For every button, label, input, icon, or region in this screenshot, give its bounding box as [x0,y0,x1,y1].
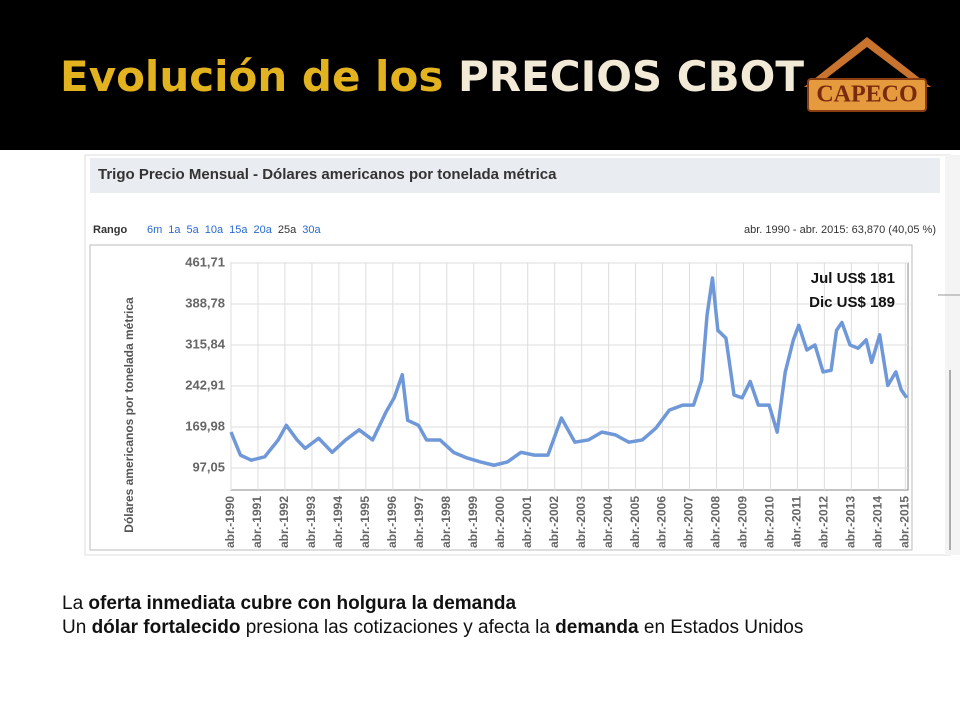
range-option[interactable]: 15a [229,224,248,236]
range-option[interactable]: 5a [187,224,200,236]
y-tick-label: 388,78 [185,295,225,310]
x-tick-label: abr.-1996 [385,496,399,548]
text-segment: demanda [555,617,639,638]
annotation: Jul US$ 181 [811,270,895,287]
paragraph: Un dólar fortalecido presiona las cotiza… [62,616,922,640]
range-option[interactable]: 10a [205,224,224,236]
x-tick-label: abr.-1990 [223,496,237,548]
x-tick-label: abr.-2003 [574,496,588,548]
logo-text: CAPECO [816,82,917,108]
x-tick-label: abr.-1995 [358,496,372,548]
y-axis-label: Dólares americanos por tonelada métrica [122,297,136,533]
x-tick-label: abr.-1998 [439,496,453,548]
x-tick-label: abr.-1991 [250,496,264,548]
x-tick-label: abr.-1999 [466,496,480,548]
title-part: Evolución de los [60,52,444,101]
y-tick-label: 169,98 [185,418,225,433]
x-tick-label: abr.-2011 [790,496,804,548]
slide-title: Evolución de los PRECIOS CBOT [60,52,804,101]
x-tick-label: abr.-2015 [897,496,911,548]
x-tick-label: abr.-2001 [520,496,534,548]
x-tick-label: abr.-2004 [601,496,615,548]
x-tick-label: abr.-2002 [547,496,561,548]
x-tick-label: abr.-2010 [763,496,777,548]
annotation: Dic US$ 189 [809,294,895,311]
header: Evolución de los PRECIOS CBOT CAPECO [0,0,960,150]
logo: CAPECO [804,37,931,112]
x-tick-label: abr.-1993 [304,496,318,548]
x-tick-label: abr.-2000 [493,496,507,548]
text-segment: dólar fortalecido [91,617,241,638]
x-tick-label: abr.-2009 [736,496,750,548]
title-part: PRECIOS CBOT [457,52,804,101]
range-option[interactable]: 30a [302,224,321,236]
range-option[interactable]: 1a [168,224,181,236]
x-tick-label: abr.-1992 [277,496,291,548]
body-text: La oferta inmediata cubre con holgura la… [62,592,922,640]
x-tick-label: abr.-2005 [628,496,642,548]
y-tick-label: 315,84 [185,336,226,351]
range-option[interactable]: 25a [278,224,297,236]
chart-title: Trigo Precio Mensual - Dólares americano… [98,166,557,183]
y-tick-label: 242,91 [185,377,225,392]
logo-box [807,78,927,112]
text-segment: La [62,593,89,614]
cropped-edge [945,155,960,555]
text-segment: Un [62,617,92,638]
text-segment: presiona las cotizaciones y afecta la [240,617,556,638]
chart-header [90,158,940,193]
y-tick-label: 461,71 [185,254,225,269]
chart: Trigo Precio Mensual - Dólares americano… [84,154,960,556]
x-tick-label: abr.-2006 [655,496,669,548]
price-line [229,276,909,468]
x-tick-label: abr.-1997 [412,496,426,548]
range-option[interactable]: 6m [147,224,162,236]
range-option[interactable]: 20a [254,224,273,236]
y-tick-label: 97,05 [192,459,225,474]
x-tick-label: abr.-2012 [817,496,831,548]
x-tick-label: abr.-2008 [709,496,723,548]
x-tick-label: abr.-2007 [682,496,696,548]
paragraph: La oferta inmediata cubre con holgura la… [62,592,922,616]
text-segment: oferta inmediata cubre con holgura la de… [88,593,517,614]
x-tick-label: abr.-2014 [871,496,885,548]
text-segment: en Estados Unidos [638,617,804,638]
summary: abr. 1990 - abr. 2015: 63,870 (40,05 %) [744,224,936,236]
x-tick-label: abr.-2013 [844,496,858,548]
plot-area [230,262,909,491]
x-tick-label: abr.-1994 [331,496,345,548]
range-label: Rango [93,224,128,236]
